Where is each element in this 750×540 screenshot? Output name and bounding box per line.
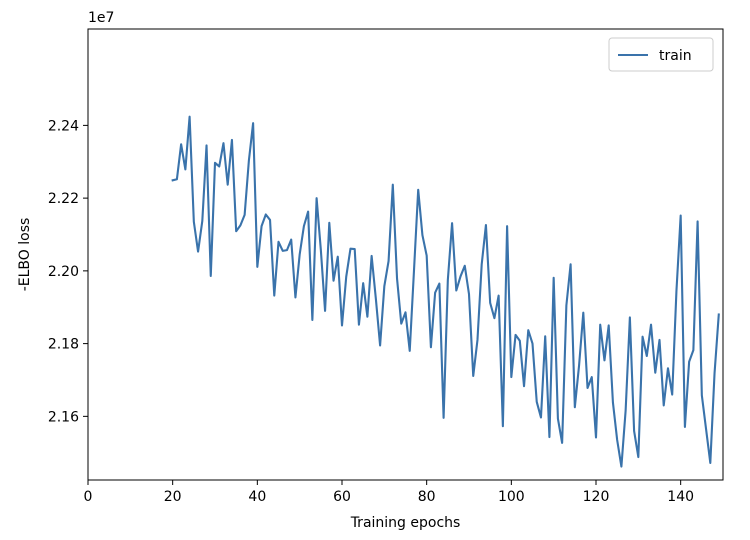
legend-label: train [659,48,692,64]
y-tick-label: 2.24 [48,118,79,134]
axes-frame [87,28,724,481]
y-tick-label: 2.18 [48,337,79,353]
x-tick-label: 100 [498,489,525,505]
x-tick-label: 0 [84,489,93,505]
x-tick-label: 20 [164,489,182,505]
y-tick-label: 2.22 [48,191,79,207]
x-tick-label: 60 [333,489,351,505]
legend-box [608,37,714,72]
y-offset-label: 1e7 [88,10,114,26]
x-tick-label: 140 [667,489,694,505]
y-axis-label: -ELBO loss [17,218,33,292]
x-axis-label: Training epochs [350,515,461,531]
x-tick-label: 40 [248,489,266,505]
x-tick-label: 80 [418,489,436,505]
x-tick-label: 120 [583,489,610,505]
series-line-train [171,115,720,468]
y-tick-label: 2.16 [48,409,79,425]
y-tick-label: 2.20 [48,264,79,280]
